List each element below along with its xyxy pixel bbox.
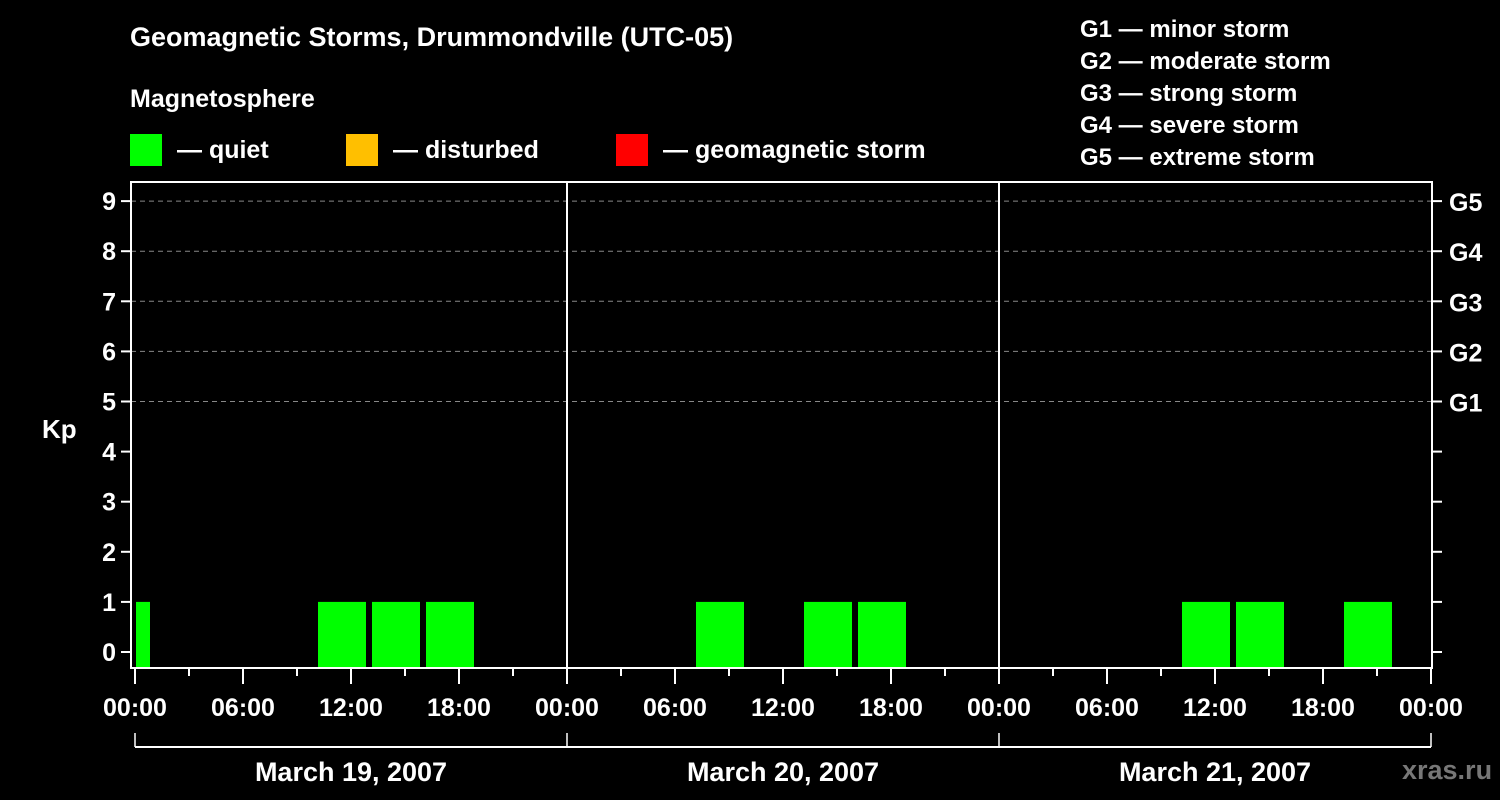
kp-bar — [372, 601, 420, 667]
y-tick-label: 2 — [102, 539, 116, 567]
day-label: March 21, 2007 — [1119, 757, 1311, 787]
legend-label: — geomagnetic storm — [663, 135, 926, 164]
kp-bar — [804, 601, 852, 667]
y-axis-label: Kp — [42, 414, 77, 444]
y-tick-label: 7 — [102, 288, 116, 316]
x-tick-label: 12:00 — [319, 694, 383, 722]
g-level-tick: G3 — [1449, 289, 1482, 317]
g-level-item: G3 — strong storm — [1080, 80, 1298, 107]
g-level-tick: G2 — [1449, 339, 1482, 367]
storm-swatch-icon — [616, 134, 648, 166]
x-tick-label: 00:00 — [967, 694, 1031, 722]
day-label: March 19, 2007 — [255, 757, 447, 787]
kp-bar — [136, 601, 150, 667]
y-tick-label: 6 — [102, 338, 116, 366]
disturbed-swatch-icon — [346, 134, 378, 166]
g-level-item: G4 — severe storm — [1080, 112, 1299, 139]
chart-title: Geomagnetic Storms, Drummondville (UTC-0… — [130, 22, 734, 52]
plot-frame — [130, 181, 1433, 669]
legend-item-storm: — geomagnetic storm — [616, 134, 926, 166]
x-tick-label: 06:00 — [1075, 694, 1139, 722]
x-tick-label: 06:00 — [643, 694, 707, 722]
x-tick-label: 00:00 — [103, 694, 167, 722]
kp-bar — [858, 601, 906, 667]
kp-bar — [318, 601, 366, 667]
g-level-item: G2 — moderate storm — [1080, 48, 1331, 75]
kp-bar — [426, 601, 474, 667]
legend-item-disturbed: — disturbed — [346, 134, 539, 166]
x-tick-label: 18:00 — [1291, 694, 1355, 722]
day-label: March 20, 2007 — [687, 757, 879, 787]
kp-bar — [1344, 601, 1392, 667]
x-tick-label: 18:00 — [859, 694, 923, 722]
y-tick-label: 5 — [102, 389, 116, 417]
g-level-tick: G4 — [1449, 239, 1482, 267]
y-tick-label: 0 — [102, 639, 116, 667]
g-level-item: G1 — minor storm — [1080, 16, 1290, 43]
x-tick-label: 18:00 — [427, 694, 491, 722]
x-tick-label: 06:00 — [211, 694, 275, 722]
watermark: xras.ru — [1402, 755, 1493, 785]
kp-bar — [1182, 601, 1230, 667]
g-level-item: G5 — extreme storm — [1080, 144, 1315, 171]
y-tick-label: 4 — [102, 439, 116, 467]
kp-bar — [1236, 601, 1284, 667]
g-level-legend: G1 — minor storm G2 — moderate storm G3 … — [1080, 14, 1331, 174]
x-tick-label: 00:00 — [1399, 694, 1463, 722]
y-tick-label: 9 — [102, 188, 116, 216]
y-tick-label: 8 — [102, 238, 116, 266]
x-tick-label: 12:00 — [751, 694, 815, 722]
legend-label: — disturbed — [393, 135, 539, 164]
legend-item-quiet: — quiet — [130, 134, 269, 166]
legend-title: Magnetosphere — [130, 85, 315, 113]
x-tick-label: 12:00 — [1183, 694, 1247, 722]
g-level-tick: G1 — [1449, 390, 1482, 418]
y-tick-label: 1 — [102, 589, 116, 617]
quiet-swatch-icon — [130, 134, 162, 166]
g-level-tick: G5 — [1449, 189, 1482, 217]
kp-bar — [696, 601, 744, 667]
y-tick-label: 3 — [102, 489, 116, 517]
legend-label: — quiet — [177, 135, 269, 164]
x-tick-label: 00:00 — [535, 694, 599, 722]
